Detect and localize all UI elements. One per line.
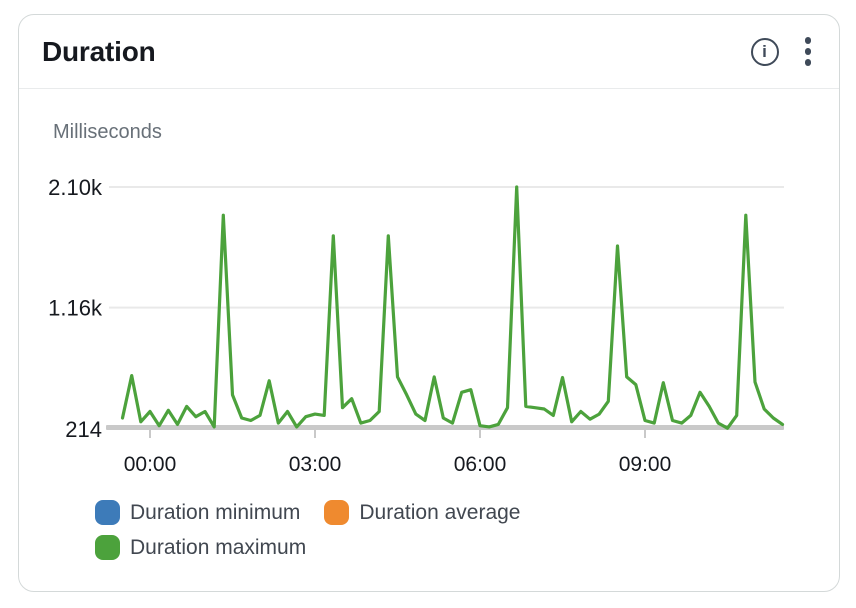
info-button[interactable]: i xyxy=(750,37,779,66)
legend-item-duration-maximum[interactable]: Duration maximum xyxy=(95,535,306,560)
vertical-ellipsis-icon xyxy=(804,37,811,44)
duration-chart[interactable]: 2.10k 1.16k 214 00:00 03:00 06:00 09:00 xyxy=(19,151,841,481)
legend-label: Duration maximum xyxy=(130,535,307,559)
legend-label: Duration minimum xyxy=(130,500,301,524)
header-actions: i xyxy=(750,35,814,68)
legend-swatch-average xyxy=(324,500,350,525)
y-axis-unit-label: Milliseconds xyxy=(53,121,162,143)
legend-item-duration-minimum[interactable]: Duration minimum xyxy=(95,500,300,525)
legend-swatch-maximum xyxy=(95,535,120,560)
y-tick-label: 2.10k xyxy=(48,175,103,200)
x-tick-label: 06:00 xyxy=(454,453,507,476)
x-tick-label: 09:00 xyxy=(619,453,672,476)
widget-title: Duration xyxy=(42,35,156,67)
info-icon: i xyxy=(750,37,779,66)
info-icon-glyph: i xyxy=(762,42,767,61)
widget-header: Duration i xyxy=(19,15,839,89)
widget-menu-button[interactable] xyxy=(803,35,814,68)
y-tick-label: 214 xyxy=(65,417,102,442)
vertical-ellipsis-icon xyxy=(804,59,811,66)
duration-widget: Duration i Milliseconds 2.10k 1.16k 214 00:… xyxy=(18,14,840,592)
chart-legend: Duration minimum Duration average Durati… xyxy=(95,500,675,560)
legend-swatch-minimum xyxy=(95,500,120,525)
vertical-ellipsis-icon xyxy=(804,48,811,55)
x-tick-label: 00:00 xyxy=(124,453,177,476)
x-axis-line xyxy=(106,425,784,430)
legend-item-duration-average[interactable]: Duration average xyxy=(324,500,521,525)
duration-maximum-line xyxy=(120,185,785,430)
legend-label: Duration average xyxy=(359,500,521,524)
y-tick-label: 1.16k xyxy=(48,296,103,321)
x-tick-label: 03:00 xyxy=(289,453,342,476)
